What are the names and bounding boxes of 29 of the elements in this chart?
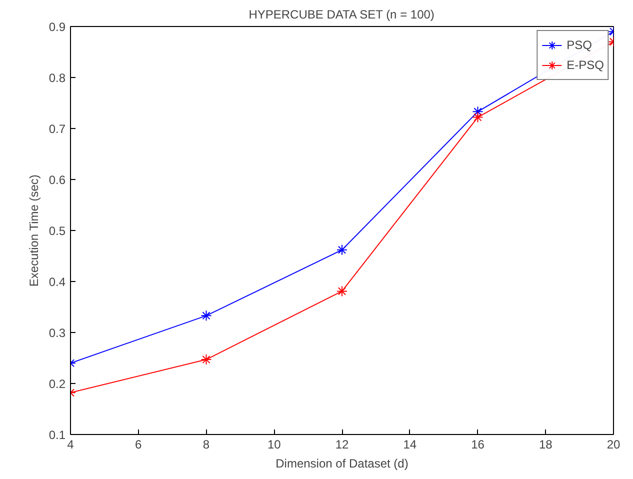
x-tick-label: 16 xyxy=(471,438,485,452)
y-tick-label: 0.9 xyxy=(48,20,66,34)
y-tick-label: 0.6 xyxy=(48,173,66,187)
point xyxy=(200,310,212,322)
chart-title: HYPERCUBE DATA SET (n = 100) xyxy=(248,8,434,22)
x-tick-label: 4 xyxy=(67,438,74,452)
x-axis-title: Dimension of Dataset (d) xyxy=(276,456,408,470)
y-tick-label: 0.7 xyxy=(48,122,66,136)
point xyxy=(336,244,348,256)
x-tick-label: 18 xyxy=(538,438,553,452)
legend-label: E-PSQ xyxy=(566,58,604,72)
point xyxy=(472,106,484,118)
y-axis-title: Execution Time (sec) xyxy=(26,174,41,287)
y-tick-label: 0.2 xyxy=(48,377,66,391)
point xyxy=(200,354,212,366)
x-tick-label: 20 xyxy=(606,438,620,452)
x-tick-label: 6 xyxy=(135,438,142,452)
point xyxy=(336,286,348,297)
x-tick-label: 14 xyxy=(403,438,417,452)
y-tick-label: 0.8 xyxy=(48,71,66,85)
legend-label: PSQ xyxy=(566,38,592,52)
x-tick-label: 8 xyxy=(202,438,210,452)
y-tick-label: 0.4 xyxy=(48,275,66,289)
y-tick-label: 0.5 xyxy=(48,224,66,238)
x-tick-label: 12 xyxy=(335,438,349,452)
x-tick-label: 10 xyxy=(267,438,282,452)
y-tick-label: 0.3 xyxy=(48,326,66,340)
point xyxy=(472,112,484,123)
y-tick-label: 0.1 xyxy=(48,428,66,442)
